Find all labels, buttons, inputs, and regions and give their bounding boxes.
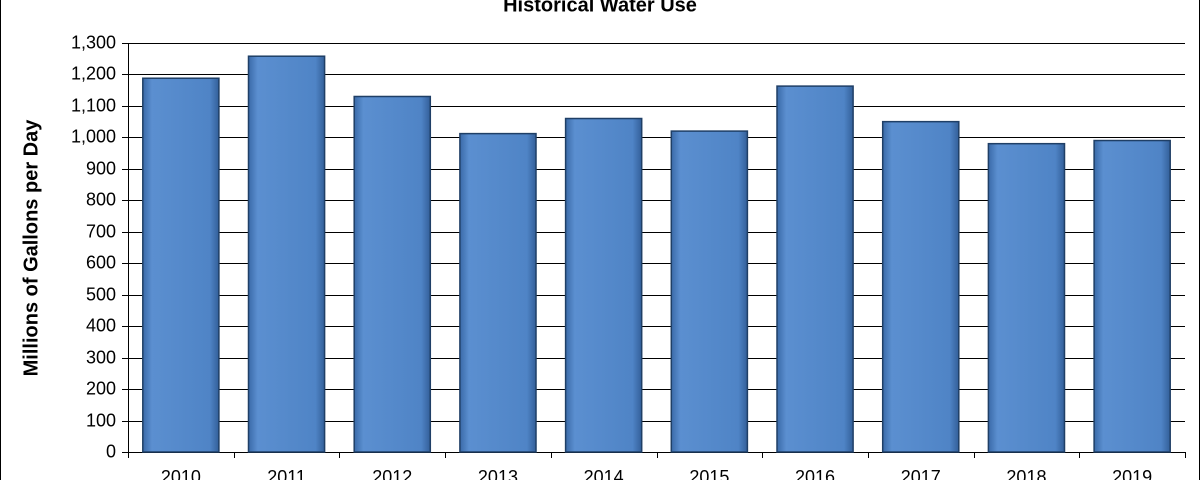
y-tick-label: 100 [86, 410, 116, 430]
bar [459, 132, 537, 453]
x-tick-label: 2013 [478, 467, 518, 480]
y-tick-label: 1,100 [71, 95, 116, 115]
bars [142, 55, 1171, 453]
y-tick-label: 200 [86, 378, 116, 398]
y-tick-label: 0 [106, 441, 116, 461]
y-tick-label: 800 [86, 189, 116, 209]
bar [353, 95, 432, 453]
y-tick-label: 1,300 [71, 32, 116, 52]
bar [987, 142, 1066, 453]
chart-title: Historical Water Use [503, 0, 697, 16]
bar [564, 117, 643, 453]
x-tick-label: 2014 [584, 467, 624, 480]
x-tick-label: 2016 [795, 467, 835, 480]
y-tick-label: 300 [86, 347, 116, 367]
x-tick-label: 2015 [689, 467, 729, 480]
y-tick-label: 700 [86, 221, 116, 241]
bar [142, 77, 220, 453]
y-tick-label: 600 [86, 252, 116, 272]
bar [247, 55, 326, 453]
x-tick-label: 2018 [1006, 467, 1046, 480]
y-tick-label: 1,000 [71, 126, 116, 146]
bar [776, 85, 854, 453]
bar [670, 130, 749, 453]
bar [881, 120, 960, 453]
x-tick-label: 2019 [1112, 467, 1152, 480]
x-tick-label: 2010 [161, 467, 201, 480]
x-tick-label: 2012 [372, 467, 412, 480]
y-tick-label: 500 [86, 284, 116, 304]
labels: 0 100 200 300 400 500 600 700 800 900 1,000 1,100 1,… [71, 32, 1152, 480]
x-tick-label: 2011 [267, 467, 306, 480]
y-tick-label: 1,200 [71, 63, 116, 83]
y-axis-label: Millions of Gallons per Day [20, 119, 42, 377]
bar [1093, 139, 1171, 453]
y-tick-label: 400 [86, 315, 116, 335]
y-tick-label: 900 [86, 158, 116, 178]
x-tick-label: 2017 [901, 467, 941, 480]
